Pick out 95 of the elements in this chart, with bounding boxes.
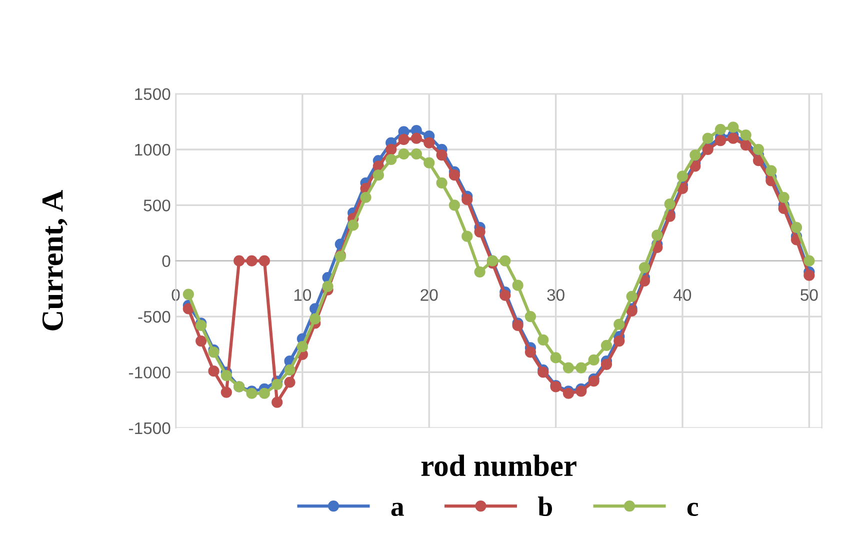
point xyxy=(562,362,574,374)
point xyxy=(474,226,486,238)
point xyxy=(398,134,410,146)
x-tick-label: 10 xyxy=(294,289,312,301)
point xyxy=(728,132,739,144)
point xyxy=(424,157,435,168)
point xyxy=(740,139,752,151)
point xyxy=(766,165,777,176)
x-tick-label: 20 xyxy=(420,289,438,301)
point xyxy=(360,192,372,203)
point xyxy=(436,149,448,161)
point xyxy=(524,310,536,322)
y-tick-label: -500 xyxy=(138,310,170,323)
y-tick-label: 1000 xyxy=(135,144,170,156)
point xyxy=(690,160,701,172)
x-axis-title: rod number xyxy=(421,454,576,476)
y-tick-label: -1000 xyxy=(129,366,170,378)
point xyxy=(652,230,663,241)
x-tick-label: 30 xyxy=(547,289,564,301)
point xyxy=(322,280,334,292)
point xyxy=(714,124,726,135)
point xyxy=(664,198,676,210)
point xyxy=(500,255,511,266)
point xyxy=(258,255,270,266)
point xyxy=(182,303,194,314)
point xyxy=(538,366,549,378)
point xyxy=(448,170,460,181)
point xyxy=(614,335,625,347)
point xyxy=(462,194,473,206)
point xyxy=(728,122,739,133)
point xyxy=(246,255,258,266)
legend-label: b xyxy=(538,496,552,516)
point xyxy=(208,366,220,377)
point xyxy=(220,370,232,382)
point xyxy=(638,262,650,274)
point xyxy=(778,192,790,203)
point xyxy=(348,220,359,231)
point xyxy=(410,132,422,144)
point xyxy=(386,144,397,156)
point xyxy=(436,177,448,188)
point xyxy=(550,352,562,364)
point xyxy=(714,135,726,146)
point xyxy=(424,137,435,148)
point xyxy=(272,378,283,390)
point xyxy=(272,396,283,408)
point xyxy=(512,280,524,291)
point xyxy=(576,362,587,374)
point xyxy=(462,230,473,242)
point xyxy=(538,334,549,346)
legend-label: a xyxy=(391,502,404,516)
point xyxy=(702,132,714,144)
x-tick-label: 50 xyxy=(800,289,818,301)
x-tick-label: 40 xyxy=(674,289,692,301)
point xyxy=(448,200,460,211)
y-tick-label: 500 xyxy=(144,200,170,212)
point xyxy=(398,148,410,160)
point xyxy=(752,144,764,156)
point xyxy=(284,364,296,376)
point xyxy=(474,266,486,278)
point xyxy=(410,148,422,160)
point xyxy=(588,376,600,387)
point xyxy=(614,318,625,330)
y-axis-title: Current, A xyxy=(42,190,68,330)
point xyxy=(296,341,308,352)
point xyxy=(310,313,321,324)
point xyxy=(626,290,638,302)
point xyxy=(284,376,296,388)
point xyxy=(740,129,752,141)
point xyxy=(752,155,764,166)
point xyxy=(626,305,638,317)
point xyxy=(258,388,270,399)
x-tick-label: 0 xyxy=(172,289,180,301)
point xyxy=(690,149,701,161)
point xyxy=(676,170,688,182)
point xyxy=(576,386,587,397)
point xyxy=(702,144,714,156)
point xyxy=(600,340,612,352)
point xyxy=(372,170,384,181)
y-tick-label: -1500 xyxy=(129,422,170,434)
point xyxy=(196,335,207,347)
y-tick-label: 1500 xyxy=(135,88,170,100)
point xyxy=(386,154,397,166)
point xyxy=(524,346,536,358)
point xyxy=(208,346,220,358)
point xyxy=(588,354,600,366)
legend-label: c xyxy=(687,502,698,516)
point xyxy=(234,255,245,266)
point xyxy=(220,386,232,398)
y-tick-label: 0 xyxy=(162,255,170,268)
point xyxy=(500,290,511,301)
point xyxy=(804,270,815,281)
point xyxy=(600,358,612,370)
point xyxy=(182,288,194,300)
point xyxy=(790,222,802,233)
point xyxy=(804,255,815,266)
